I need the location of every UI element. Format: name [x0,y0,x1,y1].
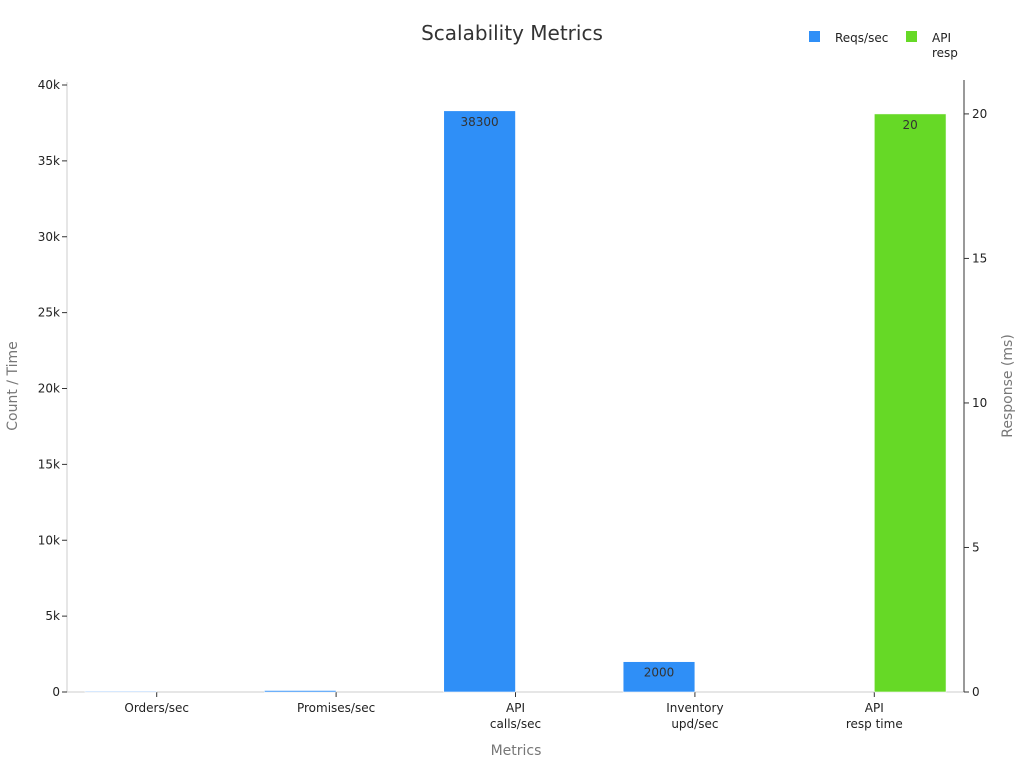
y2-tick-label: 15 [972,251,987,265]
data-label: 20 [903,118,918,132]
x-tick-label: resp time [846,717,903,731]
y2-tick-label: 20 [972,107,987,121]
y2-tick-label: 10 [972,396,987,410]
y2-axis-title: Response (ms) [1000,334,1016,438]
x-tick-label: upd/sec [671,717,718,731]
y-axis-title: Count / Time [5,341,21,430]
y-tick-label: 40k [38,78,60,92]
y-tick-label: 20k [38,382,60,396]
axes: 0 5k 10k 15k 20k 25k 30k 35k 40k 0 5 10 15 20 Orders/s… [38,78,988,731]
x-tick-label: calls/sec [490,717,541,731]
x-tick-label: Promises/sec [297,701,375,715]
bar-reqs-sec [84,690,158,693]
legend-label: resp [932,46,958,60]
y2-tick-label: 0 [972,685,980,699]
bar-reqs-sec [443,110,516,693]
y-tick-label: 25k [38,306,60,320]
y-tick-label: 10k [38,533,60,547]
legend-swatch [809,31,820,42]
legend-label: API [932,31,951,45]
y2-tick-label: 5 [972,540,980,554]
bar-reqs-sec [622,661,696,693]
y-tick-label: 15k [38,457,60,471]
data-label: 38300 [461,115,499,129]
legend-label: Reqs/sec [835,31,888,45]
y-tick-label: 0 [52,685,60,699]
x-tick-label: API [506,701,525,715]
bar-reqs-sec [264,690,337,693]
data-label: 2000 [644,666,675,680]
bars: 38300 2000 20 [84,110,947,693]
bar-api-resp [873,113,947,693]
y-tick-label: 30k [38,230,60,244]
x-tick-label: API [865,701,884,715]
chart-title: Scalability Metrics [421,21,603,45]
y-tick-label: 5k [45,609,60,623]
x-tick-label: Inventory [666,701,723,715]
x-axis-title: Metrics [491,743,542,759]
y-tick-label: 35k [38,154,60,168]
x-tick-label: Orders/sec [124,701,189,715]
legend-swatch [906,31,917,42]
